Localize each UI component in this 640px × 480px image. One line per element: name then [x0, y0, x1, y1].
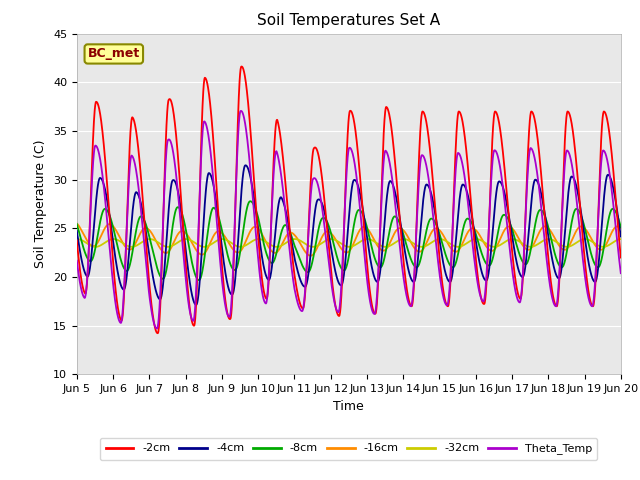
- X-axis label: Time: Time: [333, 400, 364, 413]
- Legend: -2cm, -4cm, -8cm, -16cm, -32cm, Theta_Temp: -2cm, -4cm, -8cm, -16cm, -32cm, Theta_Te…: [100, 438, 598, 460]
- Text: BC_met: BC_met: [88, 48, 140, 60]
- Y-axis label: Soil Temperature (C): Soil Temperature (C): [35, 140, 47, 268]
- Title: Soil Temperatures Set A: Soil Temperatures Set A: [257, 13, 440, 28]
